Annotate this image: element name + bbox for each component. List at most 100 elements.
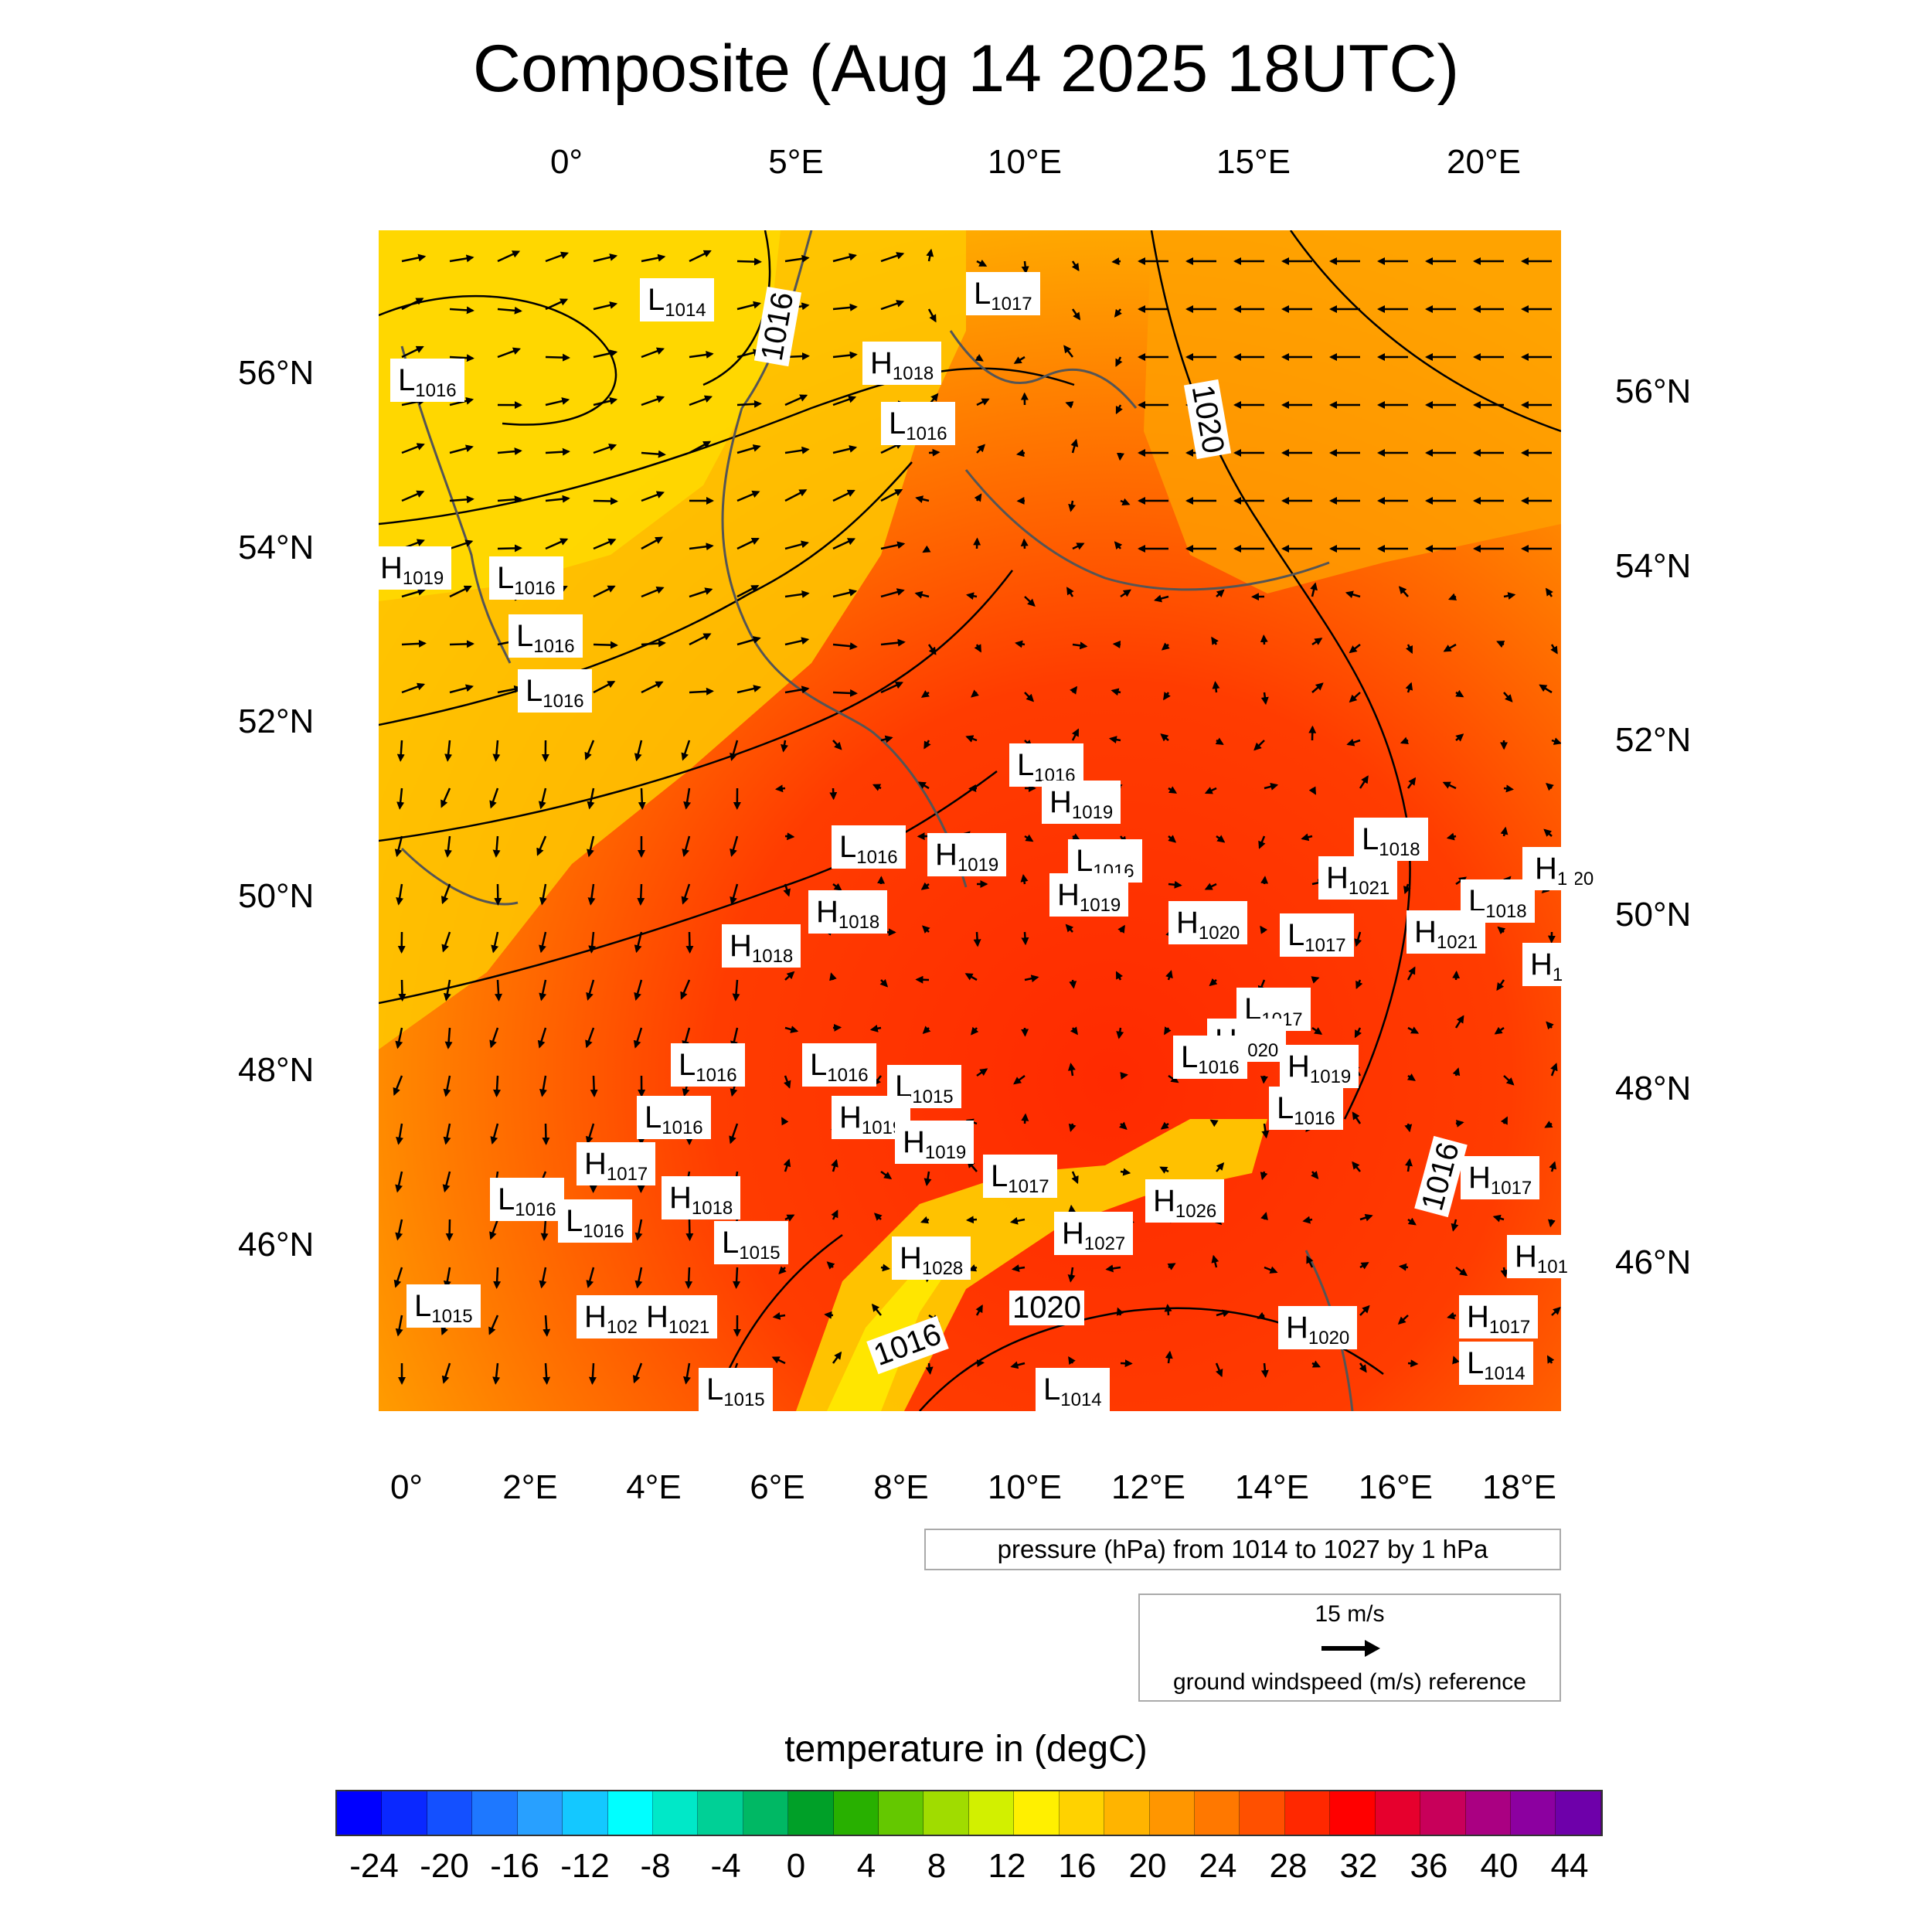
wind-vector xyxy=(1070,1026,1078,1036)
pressure-value: 1028 xyxy=(921,1258,964,1279)
wind-vector xyxy=(1264,782,1279,791)
wind-vector xyxy=(536,835,547,856)
wind-vector xyxy=(1216,1162,1225,1172)
wind-vector xyxy=(1070,438,1079,454)
wind-vector xyxy=(689,687,714,696)
pressure-type: H xyxy=(669,1181,692,1215)
wind-vector xyxy=(396,1123,403,1145)
wind-vector xyxy=(1163,692,1171,701)
high-pressure-label: H1019 xyxy=(927,833,1007,876)
wind-vector xyxy=(730,835,739,857)
wind-vector xyxy=(1020,538,1029,549)
pressure-type: L xyxy=(1244,992,1262,1026)
wind-vector xyxy=(641,491,665,502)
high-pressure-label: H1 xyxy=(1522,943,1571,986)
wind-vector xyxy=(449,354,474,362)
wind-vector xyxy=(1167,1263,1176,1270)
top-lon-label: 15°E xyxy=(1216,143,1291,181)
colorbar-tick-label: 36 xyxy=(1410,1847,1448,1885)
colorbar-swatch xyxy=(607,1791,653,1835)
wind-vector xyxy=(1455,1119,1464,1128)
low-pressure-label: L1016 xyxy=(390,359,464,402)
wind-vector xyxy=(538,787,547,810)
colorbar-swatch xyxy=(968,1791,1015,1835)
wind-vector xyxy=(1311,638,1323,646)
wind-vector xyxy=(873,1213,883,1221)
isobars xyxy=(379,230,1561,1411)
wind-vector xyxy=(1446,832,1457,841)
wind-vector xyxy=(772,1312,786,1320)
wind-vector xyxy=(587,883,596,906)
pressure-value: 1019 xyxy=(1071,802,1114,823)
wind-vector xyxy=(920,690,930,698)
pressure-value: 1018 xyxy=(892,363,934,384)
wind-vector xyxy=(880,488,903,502)
wind-vector xyxy=(1455,1266,1468,1277)
colorbar-swatch xyxy=(1510,1791,1556,1835)
wind-vector xyxy=(1359,1362,1367,1373)
colorbar-swatch xyxy=(382,1791,427,1835)
wind-vector xyxy=(489,1027,499,1049)
pressure-value: 1020 xyxy=(1198,923,1240,944)
wind-vector xyxy=(401,345,424,359)
wind-vector xyxy=(923,740,931,750)
wind-vector xyxy=(1117,924,1125,934)
high-pressure-label: H1017 xyxy=(1459,1295,1539,1338)
wind-vector xyxy=(736,444,761,454)
left-lat-label: 50°N xyxy=(238,877,315,915)
wind-vector xyxy=(396,740,405,762)
pressure-type: L xyxy=(1043,1372,1061,1406)
wind-vector xyxy=(539,979,547,1002)
wind-vector xyxy=(1260,1362,1269,1378)
wind-vector xyxy=(634,931,643,954)
wind-vector xyxy=(783,1158,791,1172)
wind-vector xyxy=(401,253,427,263)
pressure-type: L xyxy=(398,363,416,397)
pressure-type: H xyxy=(903,1125,925,1159)
pressure-type: H xyxy=(584,1147,607,1181)
pressure-type: L xyxy=(1468,884,1486,918)
wind-vector xyxy=(1311,682,1324,693)
low-pressure-label: L1017 xyxy=(1280,913,1354,957)
wind-vector xyxy=(395,1315,403,1337)
wind-vector xyxy=(832,642,858,651)
wind-vector xyxy=(781,1117,789,1126)
low-pressure-label: L1016 xyxy=(1173,1036,1247,1079)
left-lat-label: 56°N xyxy=(238,354,315,392)
wind-vector xyxy=(1021,1113,1029,1124)
wind-vector xyxy=(1068,500,1077,512)
colorbar-tick-label: 8 xyxy=(927,1847,947,1885)
wind-vector xyxy=(1496,641,1505,648)
low-pressure-label: L1014 xyxy=(1459,1342,1533,1385)
wind-vector xyxy=(395,1027,403,1049)
bottom-lon-label: 8°E xyxy=(873,1468,929,1506)
wind-vector xyxy=(1551,737,1561,745)
low-pressure-label: L1017 xyxy=(966,272,1040,315)
wind-vector xyxy=(1072,543,1085,550)
pressure-type: H xyxy=(1176,906,1199,940)
wind-vector xyxy=(1165,1350,1173,1364)
colorbar-swatch xyxy=(698,1791,743,1835)
wind-vector xyxy=(396,883,404,906)
wind-vector xyxy=(832,883,842,891)
pressure-type: L xyxy=(645,1100,662,1134)
pressure-value: 1016 xyxy=(533,636,575,657)
pressure-type: H xyxy=(646,1300,668,1334)
wind-vector xyxy=(443,979,451,1002)
wind-vector xyxy=(923,1171,932,1187)
wind-vector xyxy=(1311,976,1320,984)
pressure-value: 102 xyxy=(606,1317,638,1338)
pressure-type: L xyxy=(810,1048,828,1082)
high-pressure-label: H1018 xyxy=(662,1176,741,1219)
wind-vector xyxy=(1549,1161,1557,1172)
wind-vector xyxy=(971,689,979,698)
high-pressure-label: H1027 xyxy=(1054,1212,1134,1255)
wind-vector xyxy=(784,971,795,981)
colorbar-swatch xyxy=(788,1791,834,1835)
high-pressure-label: H1019 xyxy=(1280,1045,1359,1088)
wind-vector xyxy=(832,538,856,550)
colorbar-swatch xyxy=(517,1791,563,1835)
wind-vector xyxy=(784,1214,795,1222)
wind-vector xyxy=(1301,833,1313,842)
colorbar-tick-label: 20 xyxy=(1128,1847,1167,1885)
